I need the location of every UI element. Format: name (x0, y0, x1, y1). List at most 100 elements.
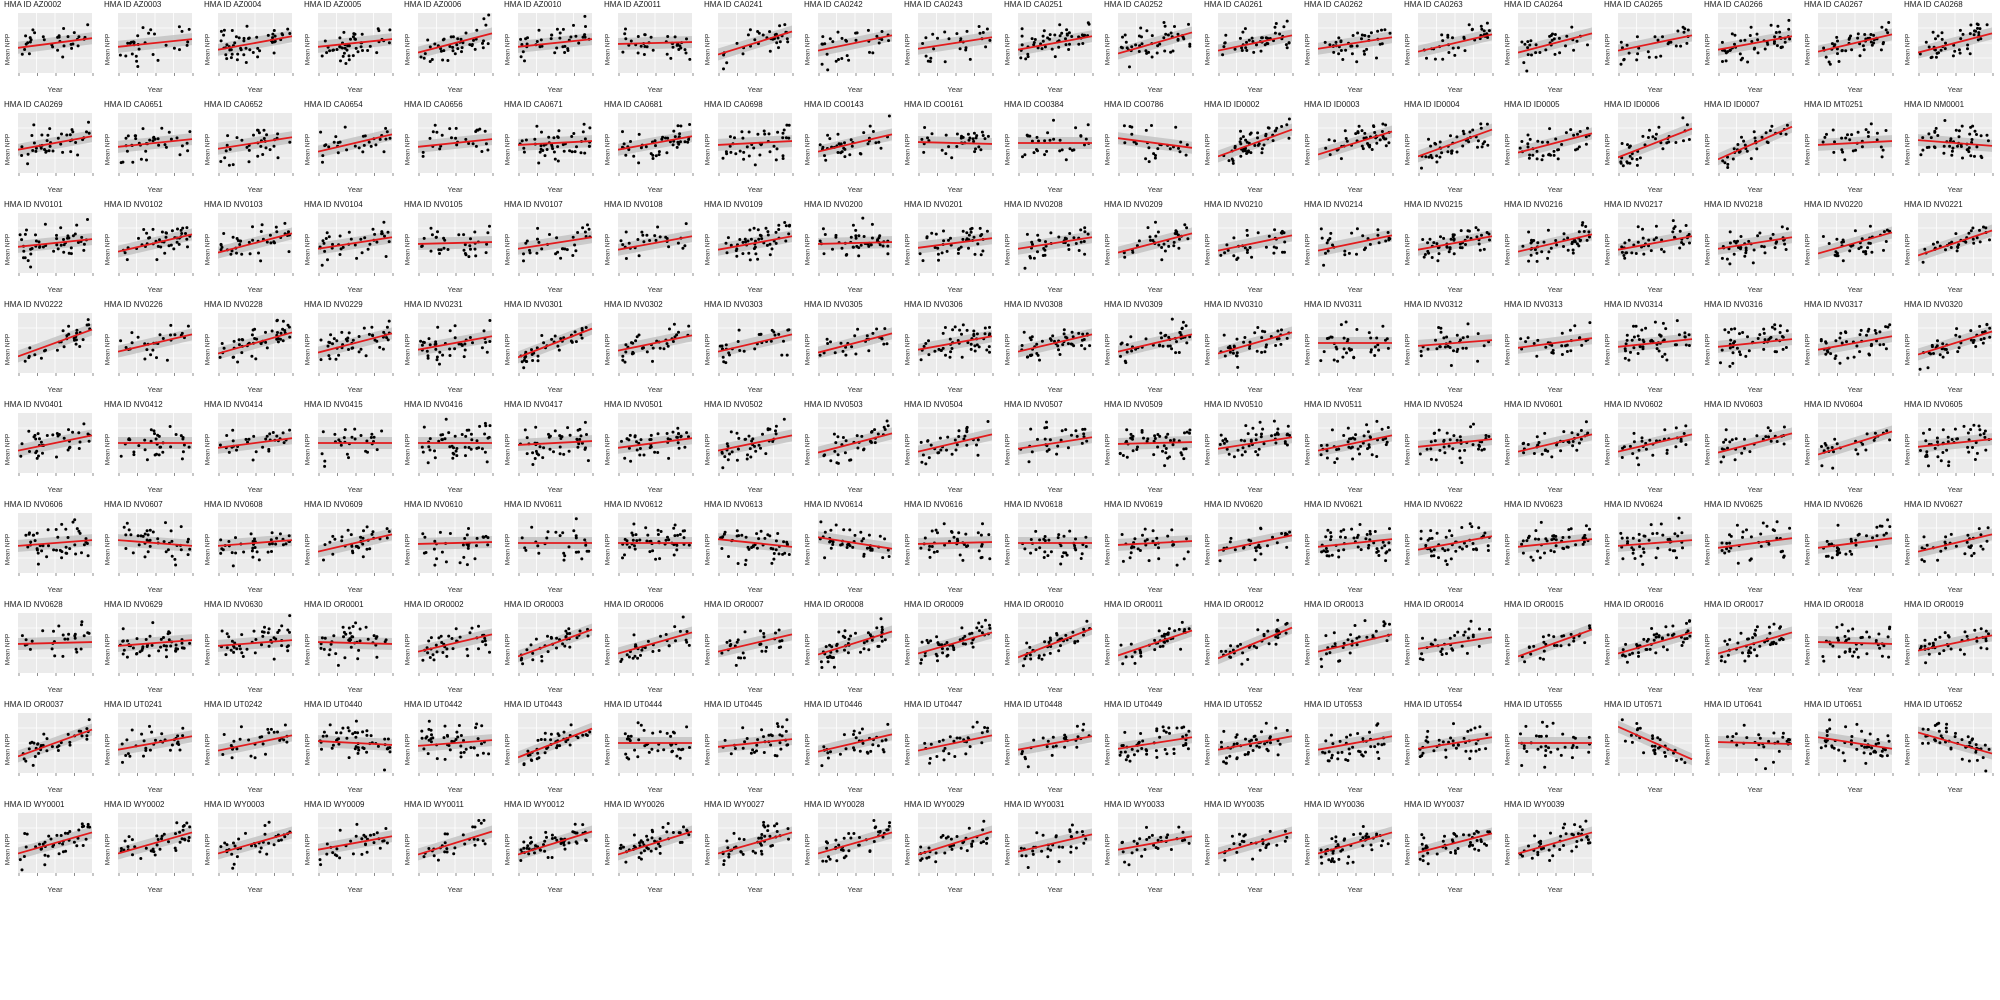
chart-panel: HMA ID NV0226 Mean NPP Year (100, 300, 196, 400)
data-point (186, 40, 190, 44)
data-point (1264, 36, 1268, 40)
data-point (1083, 226, 1087, 230)
data-point (420, 343, 424, 347)
data-point (1684, 343, 1688, 347)
data-point (1262, 143, 1266, 147)
data-point (1219, 253, 1223, 257)
data-point (746, 33, 750, 37)
panel-plot (1118, 13, 1194, 76)
data-point (1028, 336, 1032, 340)
data-point (1388, 237, 1392, 241)
chart-panel: HMA ID NV0217 Mean NPP Year (1600, 200, 1696, 300)
data-point (247, 37, 250, 40)
data-point (1526, 40, 1530, 44)
data-point (1682, 139, 1685, 143)
x-axis-label: Year (947, 185, 963, 194)
data-point (1763, 47, 1767, 51)
chart-panel: HMA ID NV0306 Mean NPP Year (900, 300, 996, 400)
data-point (1064, 158, 1068, 162)
data-point (983, 332, 987, 336)
data-point (1739, 39, 1743, 43)
data-point (41, 35, 45, 39)
data-point (242, 53, 246, 57)
data-point (1880, 25, 1884, 29)
data-point (469, 247, 472, 251)
data-point (448, 347, 452, 351)
data-point (282, 441, 286, 445)
data-point (958, 47, 962, 51)
data-point (1077, 35, 1081, 39)
data-point (55, 243, 59, 247)
data-point (40, 133, 44, 137)
trend-line (1118, 232, 1193, 254)
data-point (327, 145, 331, 149)
data-point (137, 236, 140, 240)
data-point (683, 244, 687, 248)
data-point (82, 422, 86, 426)
data-point (785, 123, 789, 127)
data-point (1519, 337, 1523, 341)
data-point (1521, 244, 1525, 248)
data-point (185, 226, 189, 230)
data-point (1166, 33, 1170, 37)
data-point (1745, 149, 1749, 153)
data-point (29, 38, 33, 42)
panel-title: HMA ID CA0265 (1604, 0, 1663, 9)
data-point (1231, 161, 1235, 165)
data-point (1323, 40, 1327, 44)
data-point (1337, 52, 1341, 56)
data-point (526, 36, 529, 40)
data-point (1147, 146, 1151, 150)
panel-title: HMA ID NV0316 (1704, 300, 1763, 309)
x-axis-label: Year (1347, 85, 1363, 94)
data-point (1879, 48, 1883, 52)
data-point (156, 433, 160, 437)
data-point (1350, 231, 1354, 235)
data-point (59, 142, 63, 146)
x-axis-label: Year (1547, 385, 1563, 394)
data-point (1853, 229, 1857, 233)
data-point (561, 143, 565, 147)
chart-panel: HMA ID NV0229 Mean NPP Year (300, 300, 396, 400)
data-point (1979, 154, 1983, 158)
x-axis-label: Year (1747, 185, 1763, 194)
data-point (1840, 148, 1844, 152)
chart-panel: HMA ID NV0214 Mean NPP Year (1300, 200, 1396, 300)
data-point (1551, 32, 1554, 36)
data-point (1456, 46, 1460, 50)
data-point (1482, 29, 1486, 33)
trend-line (1718, 338, 1793, 348)
data-point (937, 258, 940, 262)
data-point (1829, 352, 1833, 356)
chart-panel: HMA ID NV0317 Mean NPP Year (1800, 300, 1896, 400)
data-point (233, 41, 237, 45)
data-point (1236, 365, 1240, 369)
panel-plot (1618, 213, 1694, 276)
trend-line (418, 335, 493, 351)
data-point (624, 230, 628, 234)
data-point (985, 348, 989, 352)
data-point (1959, 37, 1963, 41)
data-point (1278, 32, 1282, 36)
data-point (1548, 127, 1552, 131)
data-point (1058, 138, 1062, 142)
data-point (688, 123, 692, 126)
x-axis-label: Year (347, 285, 363, 294)
data-point (442, 37, 446, 41)
data-point (555, 27, 559, 31)
data-point (924, 342, 928, 345)
data-point (361, 49, 364, 52)
data-point (662, 347, 666, 351)
data-point (132, 450, 136, 454)
data-point (1147, 160, 1151, 164)
data-point (848, 153, 852, 157)
data-point (941, 331, 945, 335)
data-point (1560, 143, 1564, 146)
data-point (1476, 145, 1479, 149)
data-point (1447, 250, 1451, 254)
data-point (331, 48, 335, 52)
y-axis-label: Mean NPP (604, 33, 612, 66)
data-point (1231, 351, 1235, 355)
data-point (74, 342, 78, 346)
trend-line (1418, 128, 1493, 158)
